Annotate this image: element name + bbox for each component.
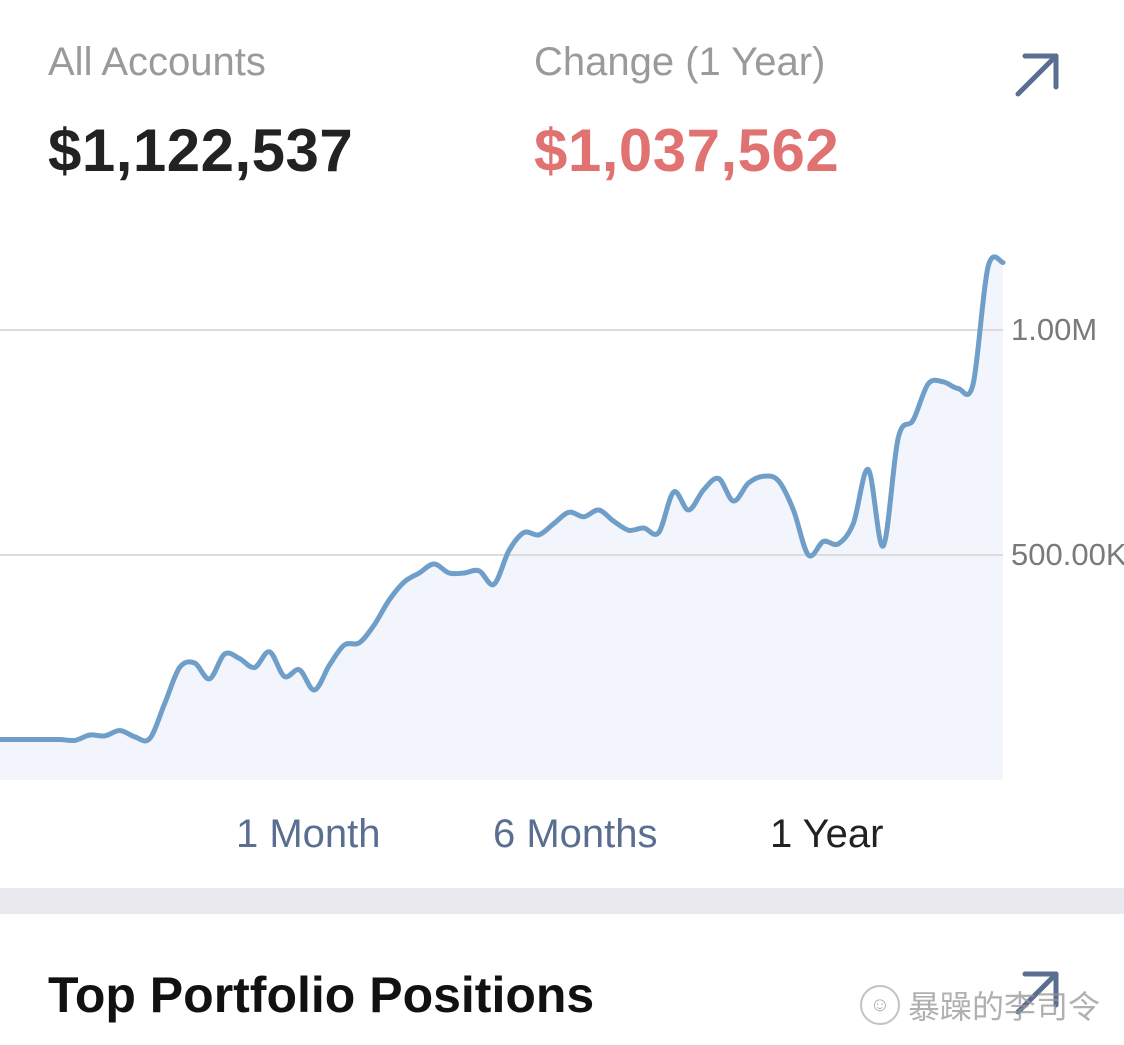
series-area: [0, 256, 1003, 780]
section-title-top-positions: Top Portfolio Positions: [48, 967, 595, 1023]
watermark-badge-icon: ☺: [860, 985, 900, 1025]
portfolio-chart-svg: 1.00M 500.00K: [0, 254, 1124, 780]
watermark: ☺ 暴躁的李司令: [860, 982, 1100, 1028]
watermark-text: 暴躁的李司令: [908, 989, 1101, 1025]
range-tab-6-months[interactable]: 6 Months: [493, 812, 658, 856]
all-accounts-label: All Accounts: [48, 40, 266, 84]
section-divider: [0, 888, 1124, 914]
y-tick-label: 500.00K: [1011, 537, 1124, 572]
series-line: [0, 254, 1006, 744]
arrow-up-right-icon: [1015, 971, 1059, 1015]
range-selector: 1 Month 6 Months 1 Year: [0, 812, 1124, 862]
expand-summary-button[interactable]: [1008, 44, 1068, 104]
change-label: Change (1 Year): [534, 40, 826, 84]
change-value: $1,037,562: [534, 117, 840, 184]
portfolio-chart: 1.00M 500.00K: [0, 240, 1124, 800]
y-tick-label: 1.00M: [1011, 312, 1097, 347]
expand-positions-button[interactable]: [1008, 962, 1068, 1022]
arrow-up-right-icon: [1015, 53, 1059, 97]
range-tab-1-month[interactable]: 1 Month: [236, 812, 381, 856]
range-tab-1-year[interactable]: 1 Year: [770, 812, 884, 856]
all-accounts-value: $1,122,537: [48, 117, 354, 184]
